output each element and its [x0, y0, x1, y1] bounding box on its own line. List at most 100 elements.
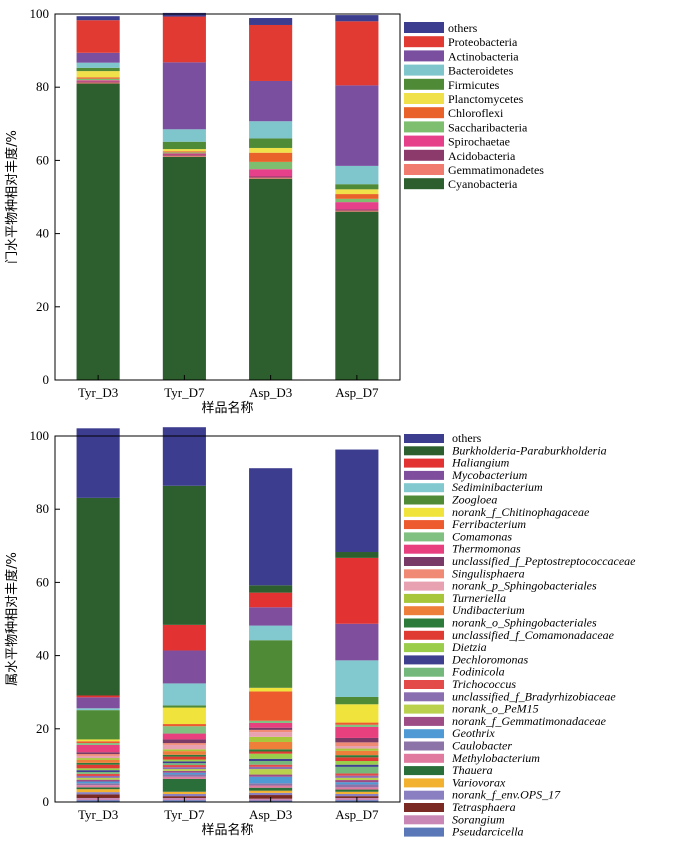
bar-segment-Asp_D3-Chloroflexi — [249, 152, 293, 162]
bar-segment-Asp_D3-Actinobacteria — [249, 80, 293, 122]
bar-segment-Asp_D3-norank_f_Chitinophagaceae — [249, 687, 293, 692]
legend-swatch — [404, 446, 444, 456]
y-tick-label: 20 — [36, 721, 49, 736]
bar-segment-Asp_D3-Thermomonas — [249, 722, 293, 728]
bar-segment-Tyr_D3-others — [76, 428, 120, 498]
bar-segment-Asp_D7-Saccharibacteria — [335, 198, 379, 203]
bar-segment-Asp_D7-Planctomycetes — [335, 189, 379, 195]
x-tick-label: Asp_D7 — [335, 385, 379, 400]
legend-swatch — [404, 135, 444, 147]
bar-segment-Tyr_D3-unclassified_f_Comamonadaceae — [76, 764, 120, 769]
bar-segment-Tyr_D7-Thermomonas — [162, 733, 206, 740]
bar-segment-Asp_D7-others — [335, 15, 379, 22]
bar-segment-Tyr_D3-Turneriella — [76, 758, 120, 760]
bar-segment-Tyr_D7-Spirochaetae — [162, 153, 206, 155]
bar-segment-Tyr_D7-Cyanobacteria — [162, 156, 206, 380]
bar-segment-Asp_D3-Firmicutes — [249, 138, 293, 148]
bar-segment-Asp_D7-Caulobacter — [335, 784, 379, 788]
bar-segment-Tyr_D7-Singulisphaera — [162, 743, 206, 745]
legend-label: Thauera — [452, 763, 493, 777]
y-tick-label: 20 — [36, 299, 49, 314]
legend-swatch — [404, 78, 444, 90]
bar-segment-Tyr_D3-Acidobacteria — [76, 81, 120, 83]
bar-segment-Tyr_D7-Turneriella — [162, 749, 206, 752]
legend-swatch — [404, 680, 444, 689]
legend-label: unclassified_f_Bradyrhizobiaceae — [452, 689, 616, 703]
bar-segment-Asp_D7-Trichococcus — [335, 773, 379, 776]
bar-segment-Asp_D3-Acidobacteria — [249, 176, 293, 178]
legend-label: unclassified_f_Comamonadaceae — [452, 628, 615, 642]
y-tick-label: 100 — [30, 428, 50, 443]
bar-segment-Asp_D3-Mycobacterium — [249, 607, 293, 626]
legend-swatch — [404, 655, 444, 665]
legend-label: norank_o_Sphingobacteriales — [452, 616, 597, 630]
bar-segment-Tyr_D3-Undibacterium — [76, 759, 120, 763]
bar-segment-Tyr_D3-Singulisphaera — [76, 754, 120, 756]
legend-swatch — [404, 50, 444, 62]
bar-segment-Asp_D3-Sediminibacterium — [249, 625, 293, 641]
bar-segment-Tyr_D7-Ferribacterium — [162, 724, 206, 727]
bar-segment-Asp_D7-norank_f_env.OPS_17 — [335, 793, 379, 797]
y-tick-label: 0 — [43, 794, 50, 809]
legend-label: Dietzia — [451, 640, 487, 654]
legend-swatch — [404, 64, 444, 76]
legend-label: Caulobacter — [452, 739, 512, 753]
y-axis-label: 属水平物种相对丰度/% — [4, 552, 20, 686]
bar-segment-Tyr_D3-Firmicutes — [76, 67, 120, 72]
bar-segment-Tyr_D3-Variovorax — [76, 789, 120, 793]
legend-swatch — [404, 766, 444, 776]
bar-segment-Tyr_D7-Caulobacter — [162, 774, 206, 777]
legend-label: Zoogloea — [452, 493, 497, 507]
legend-label: Variovorax — [452, 775, 506, 789]
bar-segment-Asp_D7-Gemmatimonadetes — [335, 210, 379, 212]
legend-swatch — [404, 434, 444, 443]
y-tick-label: 60 — [36, 152, 49, 167]
legend-label: Undibacterium — [452, 603, 525, 617]
legend-label: norank_f_Chitinophagaceae — [452, 505, 590, 519]
bar-segment-Asp_D3-others — [249, 18, 293, 25]
bar-segment-Asp_D3-norank_o_PeM15 — [249, 769, 293, 775]
legend-label: Sediminibacterium — [452, 480, 543, 494]
bar-segment-Tyr_D7-unclassified_f_Bradyrhizobiaceae — [162, 767, 206, 770]
bar-segment-Tyr_D3-Cyanobacteria — [76, 83, 120, 380]
bar-segment-Asp_D7-Chloroflexi — [335, 194, 379, 199]
bar-segment-Asp_D7-Spirochaetae — [335, 202, 379, 210]
bar-segment-Tyr_D3-Actinobacteria — [76, 52, 120, 63]
legend-swatch — [404, 557, 444, 566]
x-axis-label: 样品名称 — [201, 400, 253, 416]
bar-segment-Asp_D3-Variovorax — [249, 790, 293, 793]
legend-label: Methylobacterium — [451, 751, 540, 765]
legend-label: norank_f_env.OPS_17 — [452, 788, 561, 802]
bar-segment-Asp_D7-Burkholderia-Paraburkholderia — [335, 552, 379, 558]
legend-swatch — [404, 458, 444, 468]
y-tick-label: 40 — [36, 226, 49, 241]
legend-swatch — [404, 36, 444, 48]
legend-label: Geothrix — [452, 726, 495, 740]
bar-segment-Asp_D3-norank_f_env.OPS_17 — [249, 792, 293, 796]
bar-segment-Tyr_D7-norank_p_Sphingobacteriales — [162, 744, 206, 750]
bar-segment-Tyr_D3-Chloroflexi — [76, 77, 120, 79]
legend-swatch — [404, 741, 444, 751]
legend-label: Cyanobacteria — [448, 177, 518, 191]
bar-segment-Asp_D7-Firmicutes — [335, 184, 379, 190]
bar-segment-Asp_D7-unclassified_f_Bradyrhizobiaceae — [335, 775, 379, 778]
bar-segment-Tyr_D7-Variovorax — [162, 791, 206, 794]
bar-segment-Tyr_D3-Geothrix — [76, 781, 120, 784]
bar-segment-Tyr_D7-unclassified_f_Comamonadaceae — [162, 756, 206, 760]
bar-segment-Tyr_D3-Mycobacterium — [76, 697, 120, 709]
bar-segment-Tyr_D3-Proteobacteria — [76, 20, 120, 53]
bar-segment-Tyr_D3-norank_f_Gemmatimonadaceae — [76, 779, 120, 782]
bar-segment-Asp_D7-Fodinicola — [335, 766, 379, 774]
bar-segment-Asp_D3-Tetrasphaera — [249, 795, 293, 799]
bar-segment-Tyr_D7-Fodinicola — [162, 763, 206, 766]
legend-label: Actinobacteria — [448, 49, 519, 63]
legend-label: Singulisphaera — [452, 566, 525, 580]
bar-segment-Asp_D3-Zoogloea — [249, 640, 293, 688]
bar-segment-Tyr_D3-Tetrasphaera — [76, 794, 120, 798]
bar-segment-Tyr_D7-Geothrix — [162, 772, 206, 775]
bar-segment-Asp_D3-norank_p_Sphingobacteriales — [249, 732, 293, 737]
legend-swatch — [404, 593, 444, 603]
legend-swatch — [404, 716, 444, 726]
bar-segment-Tyr_D7-Dechloromonas — [162, 761, 206, 764]
bar-segment-Tyr_D3-Dietzia — [76, 768, 120, 771]
